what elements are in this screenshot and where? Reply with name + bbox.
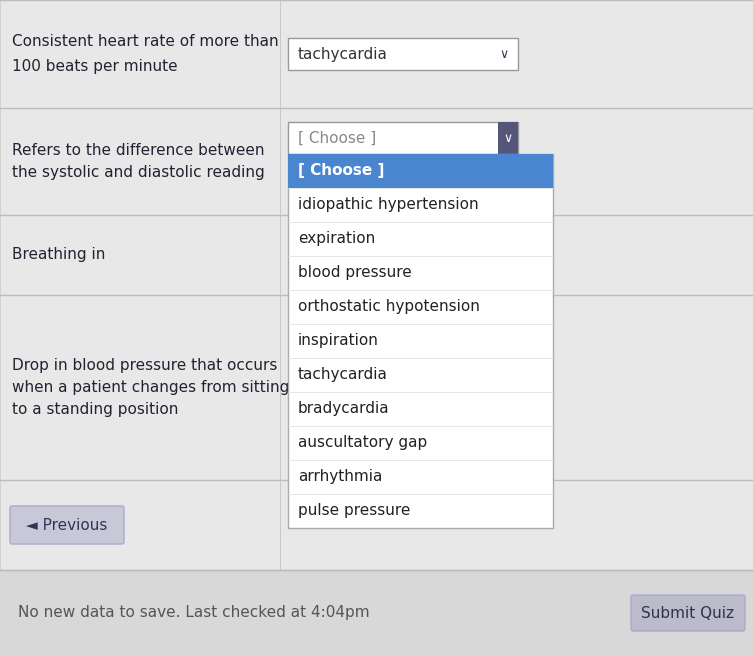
Text: blood pressure: blood pressure: [298, 266, 412, 281]
Text: Consistent heart rate of more than: Consistent heart rate of more than: [12, 35, 279, 49]
Text: tachycardia: tachycardia: [298, 367, 388, 382]
Bar: [288, 154, 553, 528]
Bar: [288, 122, 518, 154]
Text: ∨: ∨: [504, 133, 513, 146]
Bar: [498, 122, 518, 154]
Text: when a patient changes from sitting: when a patient changes from sitting: [12, 380, 289, 395]
Bar: [0, 570, 753, 656]
Text: arrhythmia: arrhythmia: [298, 470, 383, 485]
Text: Refers to the difference between: Refers to the difference between: [12, 143, 264, 158]
Text: inspiration: inspiration: [298, 333, 379, 348]
Bar: [288, 38, 518, 70]
FancyBboxPatch shape: [631, 595, 745, 631]
Text: [ Choose ]: [ Choose ]: [298, 131, 376, 146]
Text: Drop in blood pressure that occurs: Drop in blood pressure that occurs: [12, 358, 277, 373]
Text: 100 beats per minute: 100 beats per minute: [12, 58, 178, 73]
Text: ∨: ∨: [499, 49, 508, 62]
Text: idiopathic hypertension: idiopathic hypertension: [298, 197, 479, 213]
Bar: [0, 0, 753, 570]
Text: pulse pressure: pulse pressure: [298, 504, 410, 518]
Text: to a standing position: to a standing position: [12, 402, 178, 417]
Bar: [288, 154, 553, 188]
Text: the systolic and diastolic reading: the systolic and diastolic reading: [12, 165, 265, 180]
Text: auscultatory gap: auscultatory gap: [298, 436, 427, 451]
Text: Breathing in: Breathing in: [12, 247, 105, 262]
Text: orthostatic hypotension: orthostatic hypotension: [298, 300, 480, 314]
Text: tachycardia: tachycardia: [298, 47, 388, 62]
Text: [ Choose ]: [ Choose ]: [298, 163, 384, 178]
Text: Submit Quiz: Submit Quiz: [642, 605, 734, 621]
Text: No new data to save. Last checked at 4:04pm: No new data to save. Last checked at 4:0…: [18, 605, 370, 621]
Text: expiration: expiration: [298, 232, 375, 247]
Text: ◄ Previous: ◄ Previous: [26, 518, 108, 533]
FancyBboxPatch shape: [10, 506, 124, 544]
Text: bradycardia: bradycardia: [298, 401, 389, 417]
